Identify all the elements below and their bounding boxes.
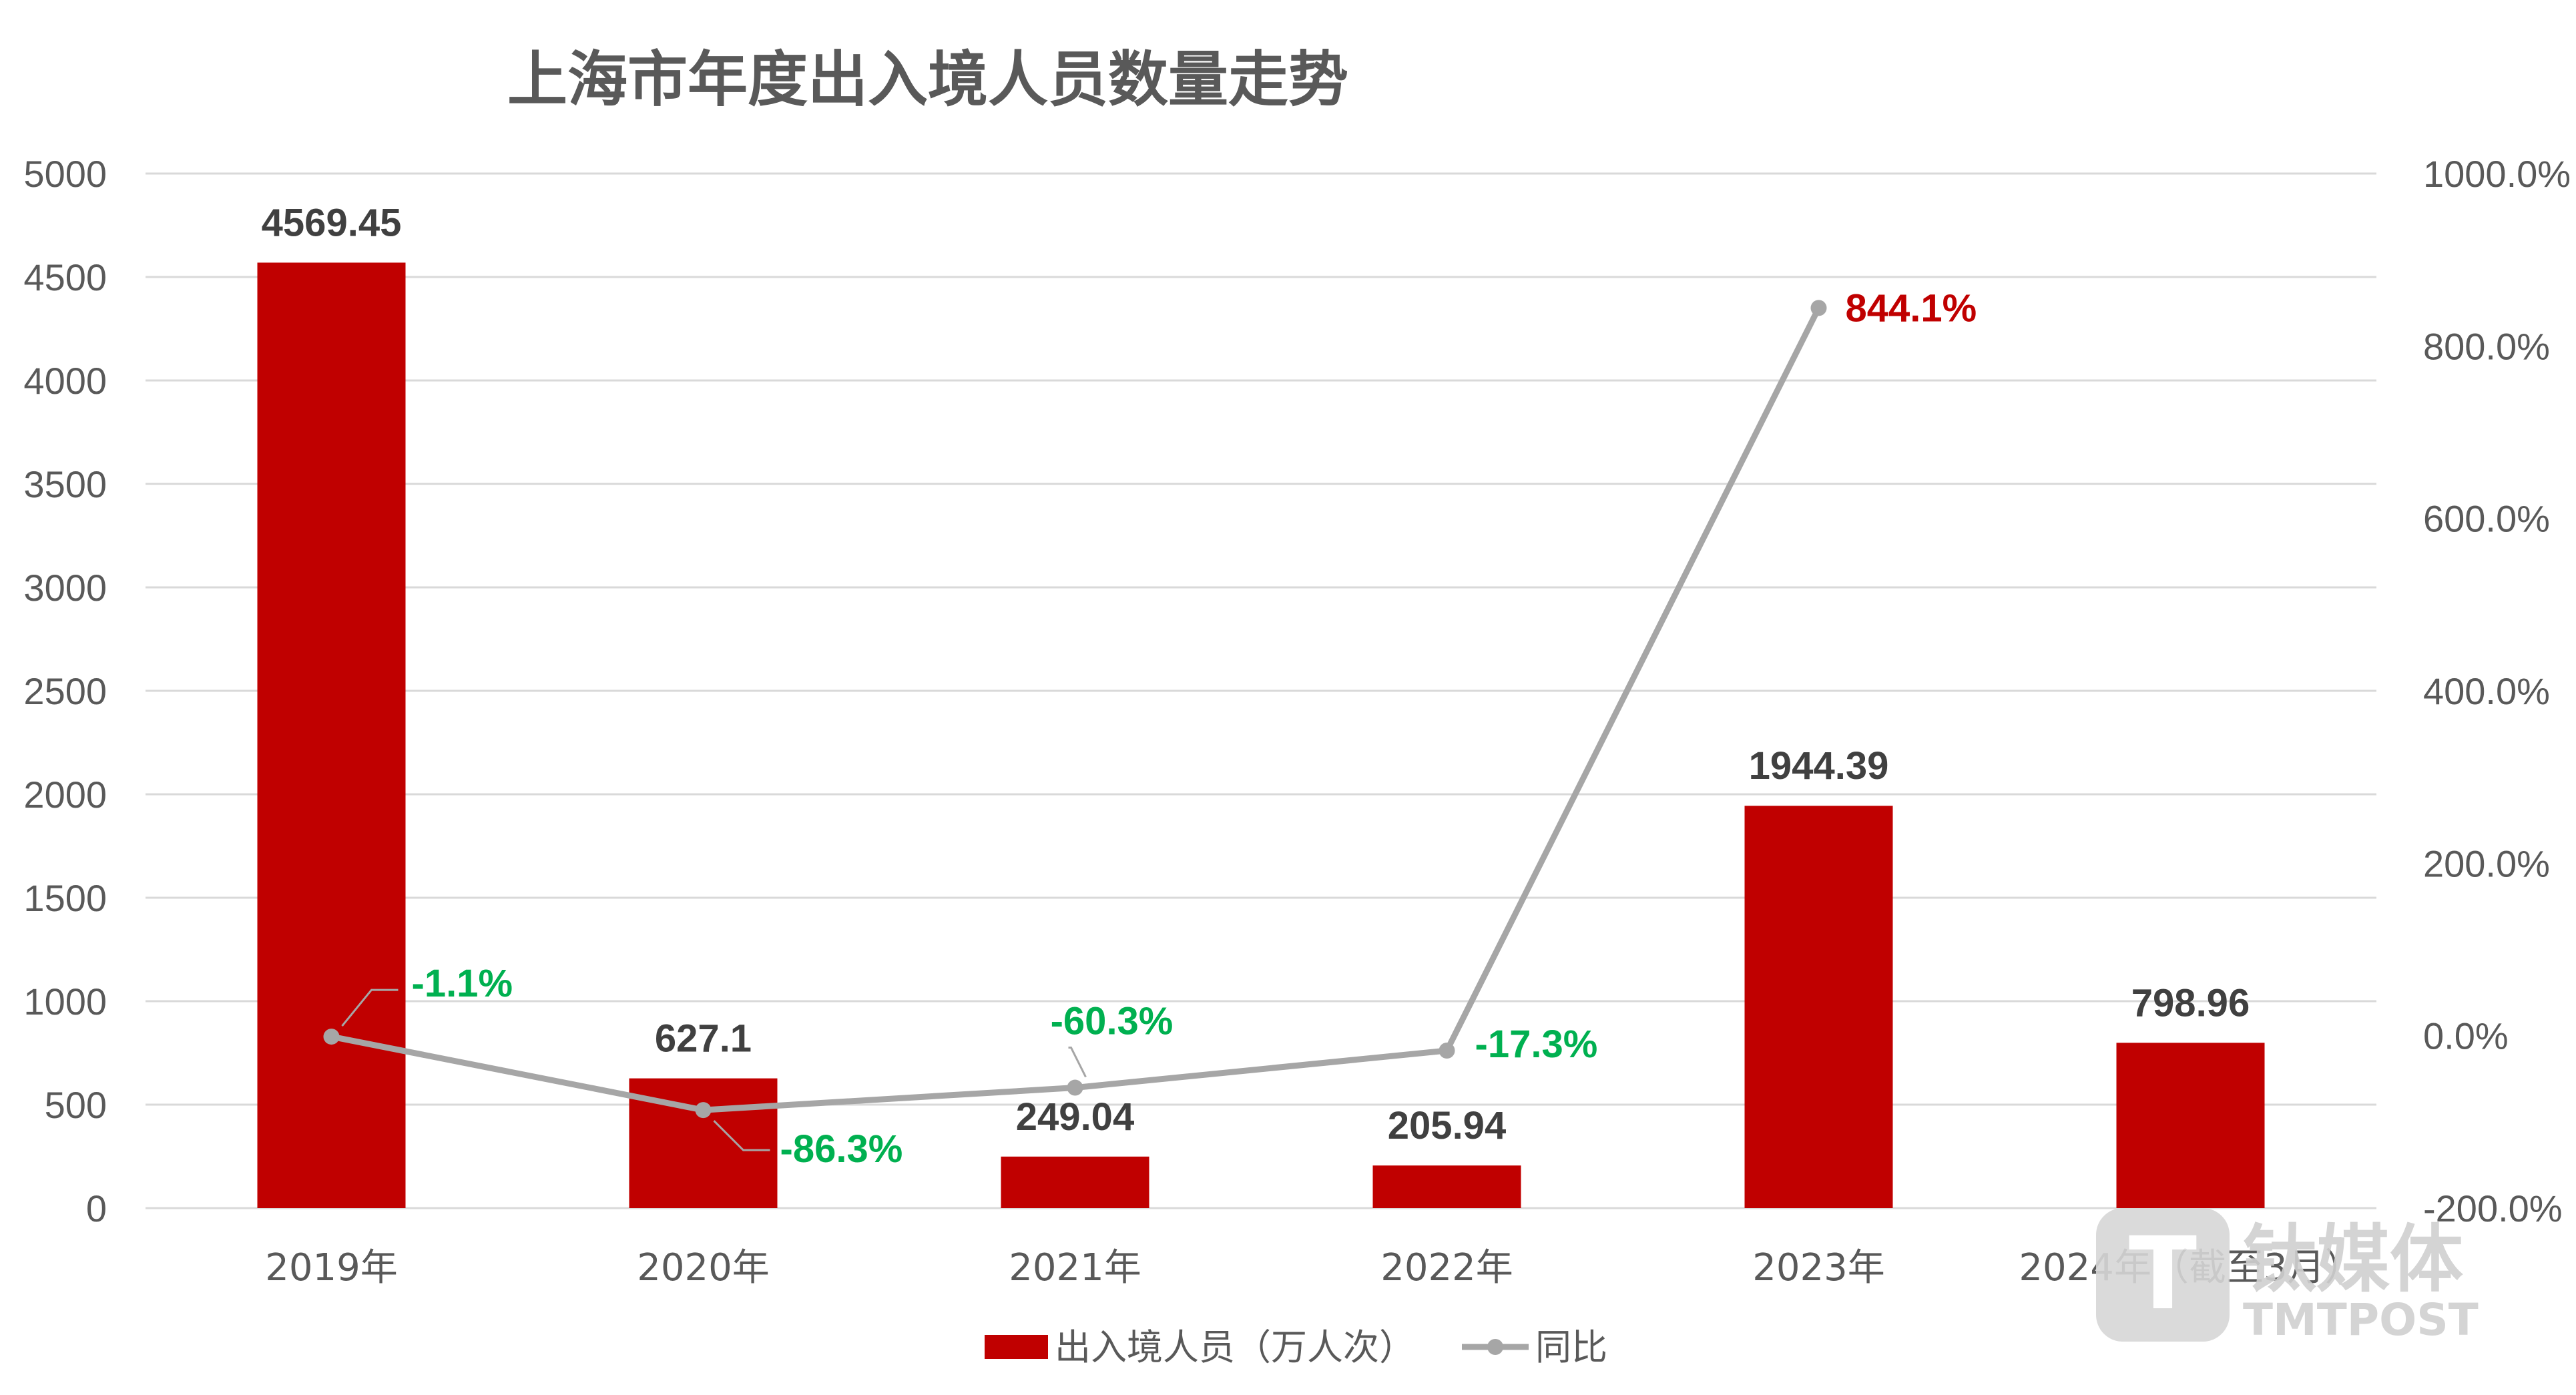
right-tick-label: -200.0% [2423,1187,2563,1229]
label-leader-line [713,1120,770,1151]
watermark-brand-cn: 钛媒体 [2243,1217,2463,1302]
right-tick-label: 400.0% [2423,670,2550,712]
left-tick-label: 1000 [23,981,107,1023]
watermark-brand-en: TMTPOST [2243,1294,2479,1346]
legend-line-label: 同比 [1535,1326,1607,1368]
line-path [330,306,1822,1113]
bar-value-label: 249.04 [1016,1095,1134,1139]
line-value-label: -60.3% [1051,1000,1174,1043]
bar-value-label: 4569.45 [262,201,402,244]
x-axis: 2019年2020年2021年2022年2023年2024年（截至3月） [265,1246,2362,1290]
right-tick-label: 200.0% [2423,842,2550,884]
left-tick-label: 0 [86,1187,107,1229]
bar-value-label: 627.1 [655,1017,752,1061]
line-value-label: -1.1% [412,962,513,1005]
chart-title: 上海市年度出入境人员数量走势 [507,45,1348,115]
right-tick-label: 800.0% [2423,325,2550,367]
right-tick-label: 1000.0% [2423,153,2571,195]
line-marker [323,1029,340,1045]
bar-value-label: 205.94 [1388,1104,1506,1147]
legend-bar-swatch [985,1335,1048,1359]
label-leader-line [1068,1047,1087,1078]
left-tick-label: 2500 [23,670,107,712]
watermark-logo-letter: T [2129,1216,2197,1332]
left-axis: 0 500 1000 1500 2000 2500 3000 3500 4000 4500 5000 [23,153,107,1229]
line-value-label: 844.1% [1846,286,1977,330]
line-marker [1067,1079,1083,1096]
legend: 出入境人员（万人次） 同比 [985,1326,1607,1368]
line-marker [1439,1043,1455,1059]
category-label: 2022年 [1380,1246,1513,1290]
left-tick-label: 3000 [23,567,107,609]
right-axis: -200.0% 0.0% 200.0% 400.0% 600.0% 800.0% 1000.… [2423,153,2571,1229]
left-tick-label: 5000 [23,153,107,195]
category-label: 2021年 [1009,1246,1141,1290]
left-tick-label: 4500 [23,256,107,298]
bar [1001,1156,1149,1208]
bar [257,262,406,1209]
line-value-label: -86.3% [780,1127,903,1171]
line-series: -1.1% -86.3% -60.3% -17.3% 844.1% [323,286,1977,1171]
left-tick-label: 3500 [23,463,107,505]
legend-bar-label: 出入境人员（万人次） [1055,1326,1415,1368]
bar-value-label: 1944.39 [1749,744,1889,788]
legend-line-marker [1487,1339,1503,1355]
bar [2116,1043,2265,1208]
left-tick-label: 1500 [23,877,107,919]
line-value-label: -17.3% [1475,1023,1598,1066]
line-marker [695,1102,712,1119]
category-label: 2023年 [1752,1246,1885,1290]
bar-series: 4569.45 627.1 249.04 205.94 1944.39 798.96 [257,201,2265,1209]
left-tick-label: 4000 [23,360,107,402]
category-label: 2019年 [265,1246,398,1290]
bar [1744,806,1893,1208]
label-leader-line [341,989,399,1027]
line-marker [1810,300,1827,316]
right-tick-label: 600.0% [2423,498,2550,540]
bar-value-label: 798.96 [2131,981,2250,1025]
watermark-logo-icon [2096,1208,2230,1342]
watermark: T 钛媒体 TMTPOST [2096,1208,2479,1346]
gridlines [146,172,2376,1209]
bar [1372,1165,1521,1208]
left-tick-label: 2000 [23,774,107,816]
category-label: 2020年 [637,1246,770,1290]
left-tick-label: 500 [45,1084,107,1126]
right-tick-label: 0.0% [2423,1015,2509,1057]
